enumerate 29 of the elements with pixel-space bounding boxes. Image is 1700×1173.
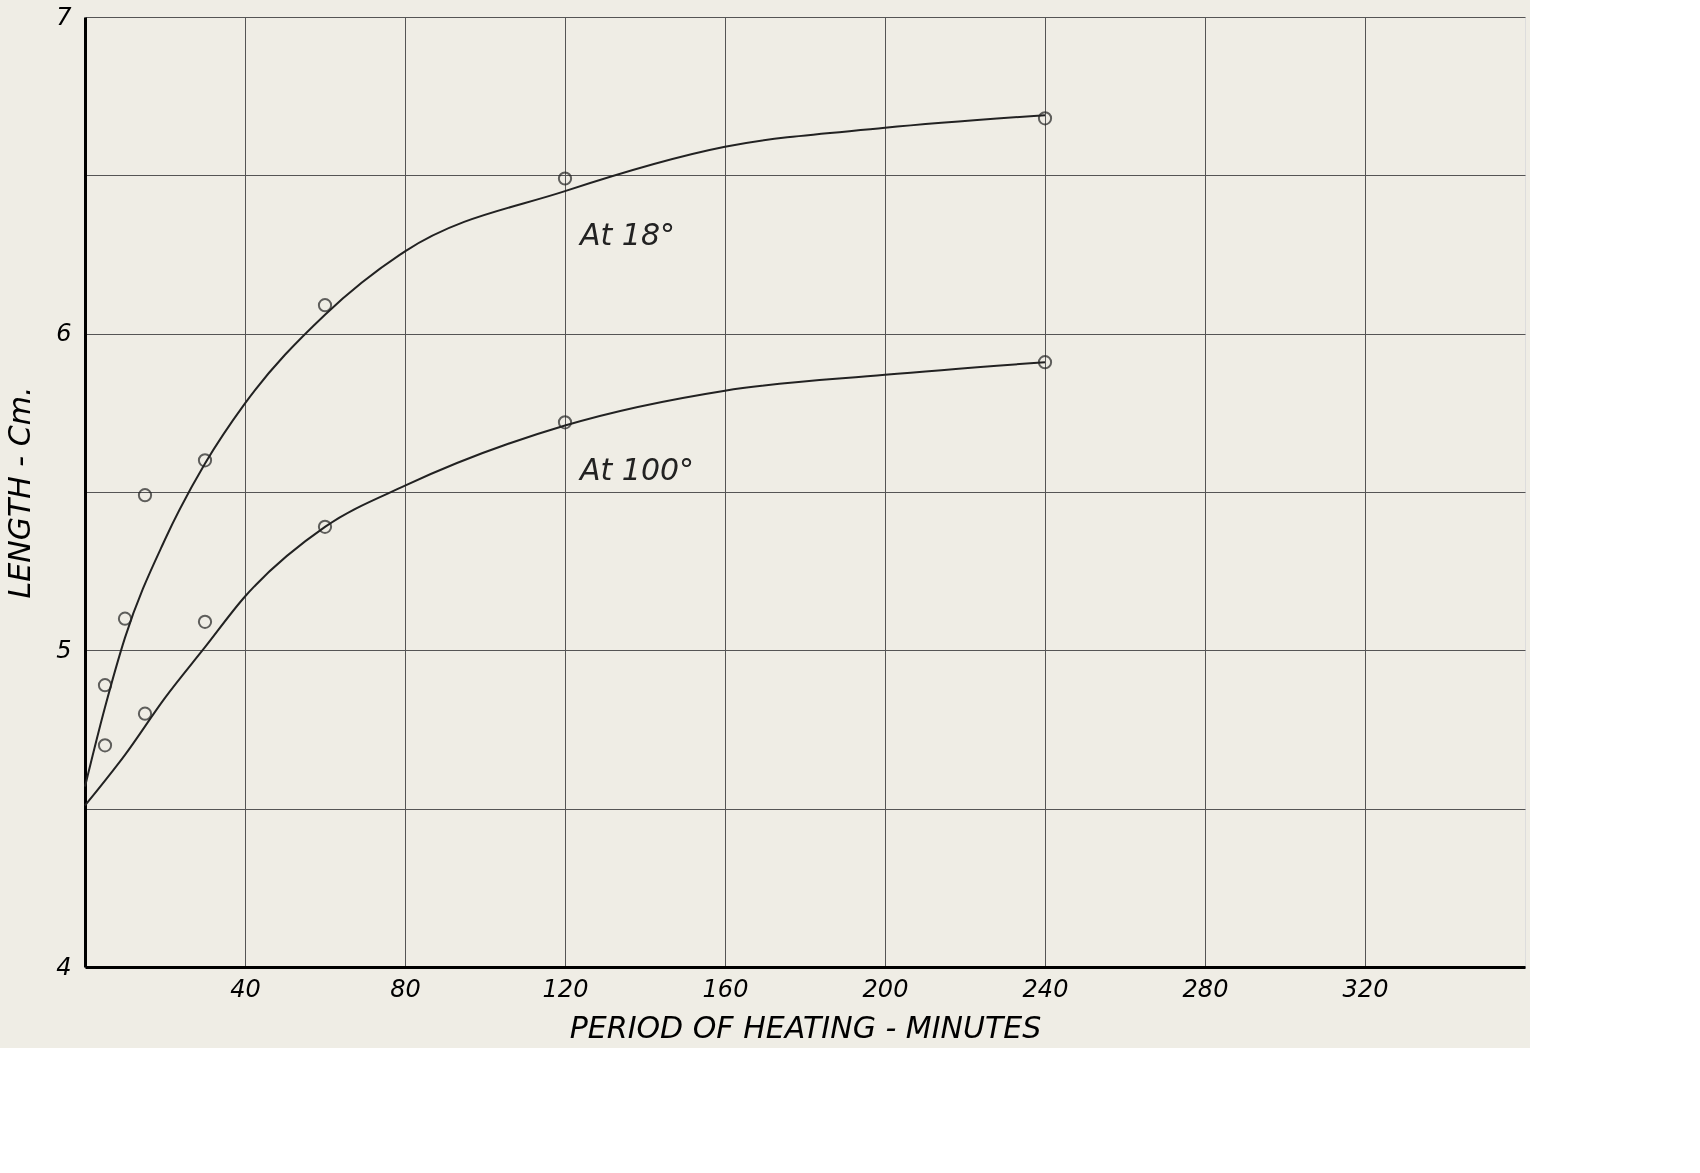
point <box>97 678 113 693</box>
series-label: At 100° <box>578 451 695 487</box>
x-tick-label: 280 <box>1182 974 1229 1003</box>
y-tick-label: 5 <box>56 635 72 664</box>
x-tick-label: 320 <box>1342 974 1389 1003</box>
series-label: At 18° <box>578 217 675 253</box>
y-tick-label: 7 <box>56 2 73 31</box>
point <box>317 519 333 534</box>
x-tick-label: 160 <box>702 974 749 1003</box>
point <box>317 298 333 313</box>
x-tick-label: 120 <box>542 974 589 1003</box>
point <box>197 614 213 629</box>
x-tick-label: 200 <box>862 974 909 1003</box>
point <box>1037 355 1053 370</box>
y-tick-label: 4 <box>56 952 72 981</box>
point <box>137 488 153 503</box>
point <box>1037 111 1053 126</box>
point <box>557 415 573 430</box>
point <box>117 611 133 626</box>
point <box>557 171 573 186</box>
point <box>137 706 153 721</box>
y-axis-title: LENGTH - Cm. <box>2 386 38 599</box>
y-tick-label: 6 <box>56 319 72 348</box>
x-tick-label: 80 <box>390 974 421 1003</box>
point <box>197 453 213 468</box>
x-tick-label: 240 <box>1022 974 1069 1003</box>
x-tick-label: 40 <box>230 974 261 1003</box>
x-axis-title: PERIOD OF HEATING - MINUTES <box>569 1009 1042 1045</box>
point <box>97 738 113 753</box>
